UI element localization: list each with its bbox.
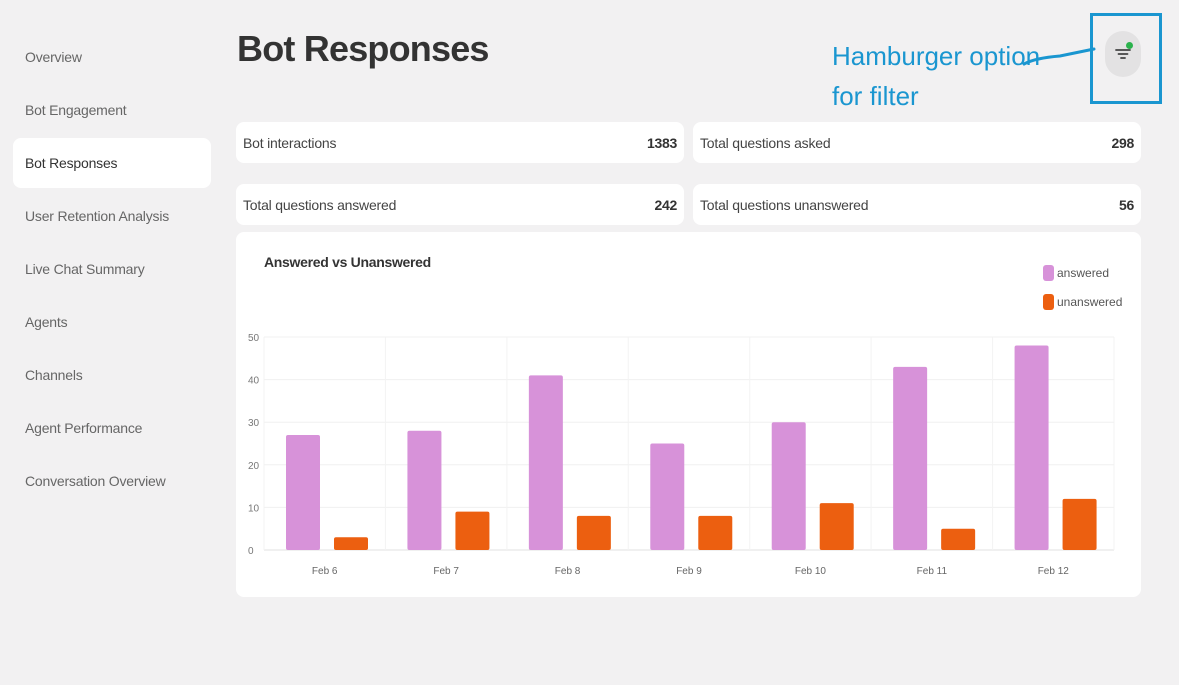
bar-answered <box>771 422 806 550</box>
y-tick-label: 50 <box>248 333 260 344</box>
sidebar-item-label: Bot Responses <box>25 155 118 171</box>
legend-swatch-answered <box>1043 264 1054 281</box>
filter-highlight-box <box>1090 13 1162 104</box>
sidebar-item-label: Bot Engagement <box>25 102 127 118</box>
sidebar-item-label: Channels <box>25 367 83 383</box>
stat-value: 56 <box>1119 196 1134 213</box>
sidebar-item-live-chat-summary[interactable]: Live Chat Summary <box>13 244 211 294</box>
bar-answered <box>407 430 442 550</box>
sidebar-item-agent-performance[interactable]: Agent Performance <box>13 403 211 453</box>
stat-card-total-questions-answered: Total questions answered 242 <box>236 184 684 225</box>
x-tick-label: Feb 7 <box>433 566 459 577</box>
chart-legend: answered unanswered <box>1043 258 1122 316</box>
legend-swatch-unanswered <box>1043 293 1054 310</box>
sidebar-item-label: Agent Performance <box>25 420 143 436</box>
bar-unanswered <box>941 528 976 550</box>
sidebar-item-bot-responses[interactable]: Bot Responses <box>13 138 211 188</box>
annotation-line-2: for filter <box>832 81 919 111</box>
x-tick-label: Feb 12 <box>1038 566 1070 577</box>
bar-answered <box>1014 345 1049 550</box>
bar-answered <box>650 443 685 550</box>
sidebar-item-user-retention-analysis[interactable]: User Retention Analysis <box>13 191 211 241</box>
filter-active-dot <box>1126 42 1133 49</box>
x-tick-label: Feb 6 <box>312 566 338 577</box>
sidebar-item-label: Agents <box>25 314 68 330</box>
bar-answered <box>893 366 928 550</box>
stat-label: Bot interactions <box>243 134 337 151</box>
sidebar-item-conversation-overview[interactable]: Conversation Overview <box>13 456 211 506</box>
legend-label: answered <box>1057 265 1110 280</box>
stat-value: 298 <box>1111 134 1135 151</box>
filter-icon <box>1115 49 1131 59</box>
annotation-text: Hamburger option for filter <box>832 36 1040 116</box>
stat-card-total-questions-asked: Total questions asked 298 <box>693 122 1141 163</box>
sidebar-item-bot-engagement[interactable]: Bot Engagement <box>13 85 211 135</box>
sidebar-item-label: Overview <box>25 49 82 65</box>
bar-answered <box>528 375 563 550</box>
legend-item-unanswered[interactable]: unanswered <box>1043 287 1122 316</box>
legend-item-answered[interactable]: answered <box>1043 258 1122 287</box>
bar-unanswered <box>455 511 490 550</box>
sidebar-item-label: Conversation Overview <box>25 473 166 489</box>
x-tick-label: Feb 8 <box>555 566 581 577</box>
annotation-arrow <box>1022 47 1096 66</box>
bar-chart: 0 10 20 30 40 50 Feb 6 Feb 7 Feb 8 Feb 9 Feb 10 Feb… <box>248 333 1115 577</box>
stat-value: 242 <box>654 196 678 213</box>
y-tick-label: 30 <box>248 418 260 429</box>
page-title: Bot Responses <box>237 28 489 69</box>
stat-label: Total questions asked <box>700 134 831 151</box>
y-tick-label: 10 <box>248 503 260 514</box>
sidebar-item-label: Live Chat Summary <box>25 261 145 277</box>
sidebar-nav: Overview Bot Engagement Bot Responses Us… <box>0 0 220 685</box>
x-tick-label: Feb 11 <box>917 566 948 577</box>
bar-unanswered <box>576 515 611 550</box>
sidebar-item-overview[interactable]: Overview <box>13 32 211 82</box>
chart-card: Answered vs Unanswered answered unanswer… <box>236 232 1141 597</box>
annotation-line-1: Hamburger option <box>832 41 1041 71</box>
y-tick-label: 40 <box>248 376 260 387</box>
stat-label: Total questions answered <box>243 196 397 213</box>
bar-unanswered <box>334 537 368 550</box>
bar-unanswered <box>819 503 854 550</box>
chart-title: Answered vs Unanswered <box>264 254 431 270</box>
stat-card-total-questions-unanswered: Total questions unanswered 56 <box>693 184 1141 225</box>
sidebar-item-channels[interactable]: Channels <box>13 350 211 400</box>
bar-unanswered <box>698 515 733 550</box>
stat-card-bot-interactions: Bot interactions 1383 <box>236 122 684 163</box>
sidebar-item-agents[interactable]: Agents <box>13 297 211 347</box>
y-tick-label: 0 <box>248 546 254 557</box>
stat-value: 1383 <box>647 134 677 151</box>
bar-unanswered <box>1062 498 1097 550</box>
sidebar-item-label: User Retention Analysis <box>25 208 170 224</box>
bar-answered <box>286 434 320 550</box>
x-tick-label: Feb 9 <box>676 566 702 577</box>
legend-label: unanswered <box>1057 294 1123 309</box>
x-tick-label: Feb 10 <box>795 566 827 577</box>
y-tick-label: 20 <box>248 461 260 472</box>
stat-label: Total questions unanswered <box>700 196 869 213</box>
filter-button[interactable] <box>1105 31 1141 77</box>
